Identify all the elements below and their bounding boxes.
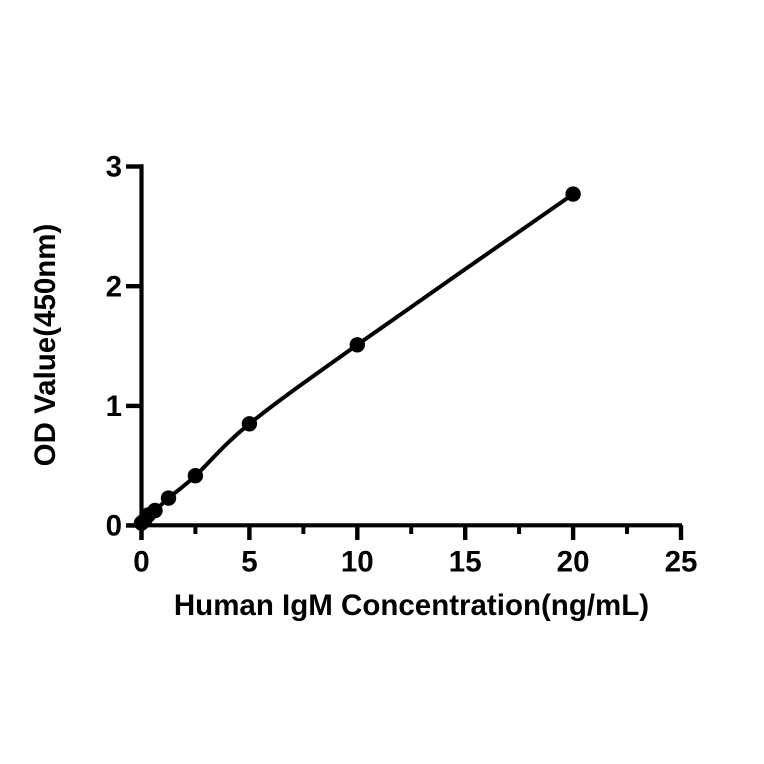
svg-text:3: 3 [106, 151, 122, 184]
svg-text:15: 15 [449, 546, 482, 579]
svg-text:20: 20 [557, 546, 590, 579]
svg-text:5: 5 [241, 546, 257, 579]
svg-text:Human IgM Concentration(ng/mL): Human IgM Concentration(ng/mL) [174, 589, 649, 622]
svg-text:0: 0 [106, 510, 122, 543]
svg-text:OD Value(450nm): OD Value(450nm) [29, 224, 62, 467]
svg-text:2: 2 [106, 270, 122, 303]
svg-text:25: 25 [665, 546, 698, 579]
svg-text:0: 0 [133, 546, 149, 579]
svg-text:1: 1 [106, 390, 122, 423]
svg-text:10: 10 [341, 546, 374, 579]
